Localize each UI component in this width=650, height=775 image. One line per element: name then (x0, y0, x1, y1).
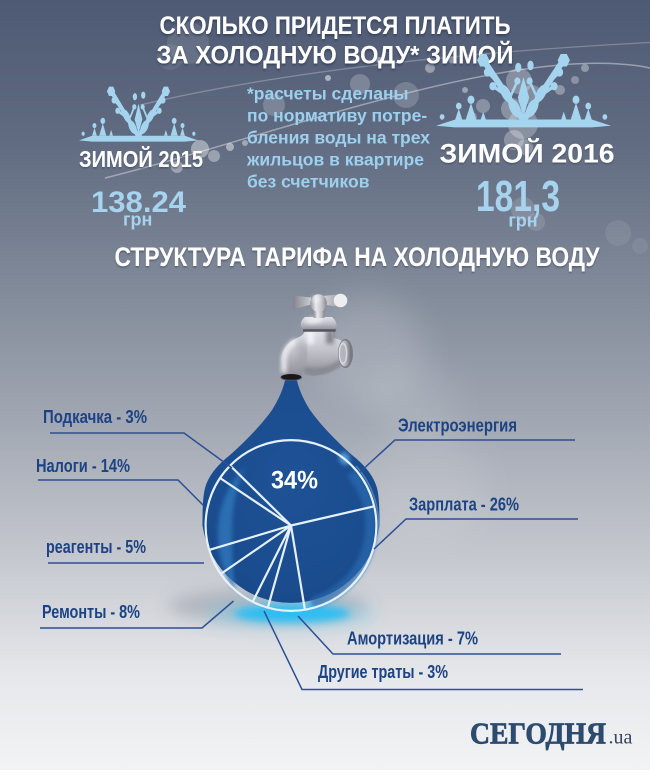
svg-text:Амортизация - 7%: Амортизация - 7% (347, 629, 478, 649)
svg-text:34%: 34% (271, 467, 318, 495)
svg-text:бления воды на трех: бления воды на трех (247, 128, 430, 148)
svg-text:ЗА ХОЛОДНУЮ ВОДУ* ЗИМОЙ: ЗА ХОЛОДНУЮ ВОДУ* ЗИМОЙ (157, 40, 514, 70)
svg-text:без счетчиков: без счетчиков (247, 172, 370, 192)
svg-text:СЕГОДНЯ: СЕГОДНЯ (470, 716, 606, 751)
svg-text:Налоги - 14%: Налоги - 14% (36, 456, 130, 476)
svg-text:Другие траты - 3%: Другие траты - 3% (318, 662, 448, 682)
svg-text:.ua: .ua (609, 727, 633, 749)
svg-text:грн: грн (123, 210, 152, 230)
svg-text:реагенты - 5%: реагенты - 5% (46, 537, 146, 557)
svg-text:181,3: 181,3 (476, 172, 560, 221)
svg-text:Электроэнергия: Электроэнергия (398, 416, 517, 436)
svg-text:СКОЛЬКО ПРИДЕТСЯ ПЛАТИТЬ: СКОЛЬКО ПРИДЕТСЯ ПЛАТИТЬ (160, 12, 511, 40)
svg-text:Подкачка - 3%: Подкачка - 3% (43, 407, 147, 427)
svg-text:*расчеты сделаны: *расчеты сделаны (247, 84, 409, 104)
svg-text:СТРУКТУРА ТАРИФА НА ХОЛОДНУЮ В: СТРУКТУРА ТАРИФА НА ХОЛОДНУЮ ВОДУ (115, 242, 601, 272)
svg-text:ЗИМОЙ 2015: ЗИМОЙ 2015 (79, 145, 203, 172)
svg-text:жильцов в квартире: жильцов в квартире (246, 150, 424, 170)
svg-text:по нормативу потре-: по нормативу потре- (247, 106, 427, 126)
svg-text:138.24: 138.24 (91, 186, 186, 219)
svg-text:ЗИМОЙ 2016: ЗИМОЙ 2016 (440, 138, 615, 169)
svg-text:Зарплата - 26%: Зарплата - 26% (409, 495, 519, 515)
svg-text:Ремонты - 8%: Ремонты - 8% (42, 602, 140, 622)
svg-text:грн: грн (508, 211, 537, 231)
